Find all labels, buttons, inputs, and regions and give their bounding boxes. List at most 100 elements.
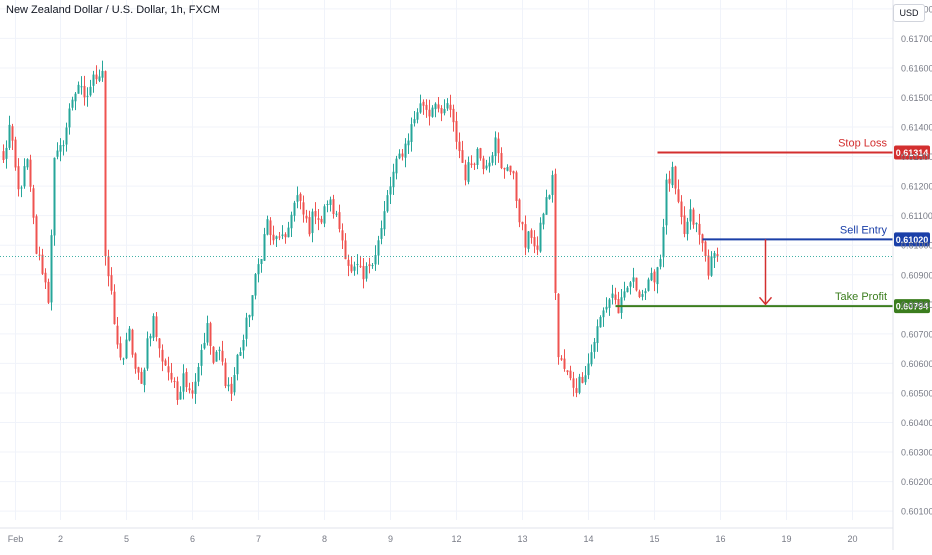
candle-body — [254, 274, 257, 296]
candle-body — [485, 165, 488, 169]
candle-body — [230, 383, 233, 394]
y-tick-label: 0.61400 — [901, 123, 932, 133]
x-tick-label: Feb — [8, 534, 24, 544]
candle-body — [476, 148, 479, 165]
candle-body — [446, 103, 449, 109]
candle-body — [425, 104, 428, 110]
candle-body — [398, 153, 401, 159]
candle-body — [128, 328, 131, 341]
candle-body — [26, 159, 29, 168]
candle-body — [536, 245, 539, 250]
x-tick-label: 12 — [451, 534, 461, 544]
candle-body — [698, 223, 701, 235]
candle-body — [629, 282, 632, 287]
level-price-label: 0.61020 — [896, 235, 929, 245]
candle-body — [260, 259, 263, 265]
x-tick-label: 6 — [190, 534, 195, 544]
candle-body — [572, 378, 575, 388]
candle-body — [236, 354, 239, 375]
candle-body — [137, 367, 140, 373]
candle-body — [80, 86, 83, 88]
x-tick-label: 15 — [649, 534, 659, 544]
candle-body — [506, 167, 509, 171]
candle-body — [305, 215, 308, 219]
candle-body — [308, 217, 311, 235]
candle-body — [224, 362, 227, 386]
candle-body — [101, 70, 104, 78]
candle-body — [152, 315, 155, 338]
candle-body — [326, 204, 329, 206]
chart-title: New Zealand Dollar / U.S. Dollar, 1h, FX… — [6, 4, 220, 16]
candle-body — [674, 166, 677, 189]
candle-body — [263, 234, 266, 261]
candle-body — [185, 372, 188, 388]
candle-body — [551, 175, 554, 195]
candle-body — [125, 339, 128, 359]
candle-body — [401, 153, 404, 157]
candle-body — [299, 193, 302, 201]
candle-body — [281, 234, 284, 236]
candle-body — [143, 369, 146, 386]
candle-body — [479, 148, 482, 159]
candle-body — [695, 222, 698, 225]
candle-body — [503, 167, 506, 170]
x-tick-label: 19 — [781, 534, 791, 544]
candle-body — [575, 388, 578, 393]
candle-body — [440, 108, 443, 114]
candle-body — [563, 358, 566, 369]
candle-body — [170, 372, 173, 380]
y-tick-label: 0.61500 — [901, 93, 932, 103]
candle-body — [452, 108, 455, 123]
candle-body — [377, 240, 380, 256]
candle-body — [593, 341, 596, 352]
candle-body — [116, 325, 119, 345]
candle-body — [53, 157, 56, 236]
candle-body — [680, 201, 683, 217]
candle-body — [431, 107, 434, 117]
x-tick-label: 16 — [715, 534, 725, 544]
candle-body — [521, 221, 524, 225]
candle-body — [344, 240, 347, 260]
candle-body — [407, 140, 410, 146]
candle-body — [122, 358, 125, 360]
candle-body — [17, 166, 20, 190]
grid — [0, 0, 893, 520]
candle-body — [182, 373, 185, 392]
candle-body — [437, 104, 440, 109]
candle-body — [650, 272, 653, 281]
y-tick-label: 0.60200 — [901, 477, 932, 487]
candle-body — [623, 291, 626, 298]
candle-body — [515, 172, 518, 201]
candle-body — [689, 209, 692, 222]
candle-body — [560, 358, 563, 360]
candle-body — [257, 264, 260, 275]
candle-body — [110, 275, 113, 291]
y-tick-label: 0.60900 — [901, 270, 932, 280]
candle-body — [500, 153, 503, 169]
candle-body — [590, 352, 593, 365]
candle-body — [41, 254, 44, 274]
candle-body — [509, 165, 512, 172]
candle-body — [218, 349, 221, 351]
candle-body — [458, 141, 461, 152]
y-tick-label: 0.60800 — [901, 300, 932, 310]
candle-body — [443, 109, 446, 114]
candle-body — [368, 264, 371, 267]
candle-body — [527, 231, 530, 249]
candle-body — [602, 310, 605, 318]
candle-body — [86, 95, 89, 97]
y-tick-label: 0.60400 — [901, 418, 932, 428]
x-tick-label: 7 — [256, 534, 261, 544]
candle-body — [605, 306, 608, 310]
level-price-label: 0.61314 — [896, 148, 929, 158]
level-label: Take Profit — [835, 291, 887, 303]
candle-body — [200, 349, 203, 366]
candle-body — [71, 99, 74, 108]
candle-body — [29, 159, 32, 187]
candle-body — [611, 293, 614, 298]
candle-body — [68, 108, 71, 128]
candle-body — [653, 271, 656, 283]
currency-button[interactable]: USD — [893, 4, 925, 22]
